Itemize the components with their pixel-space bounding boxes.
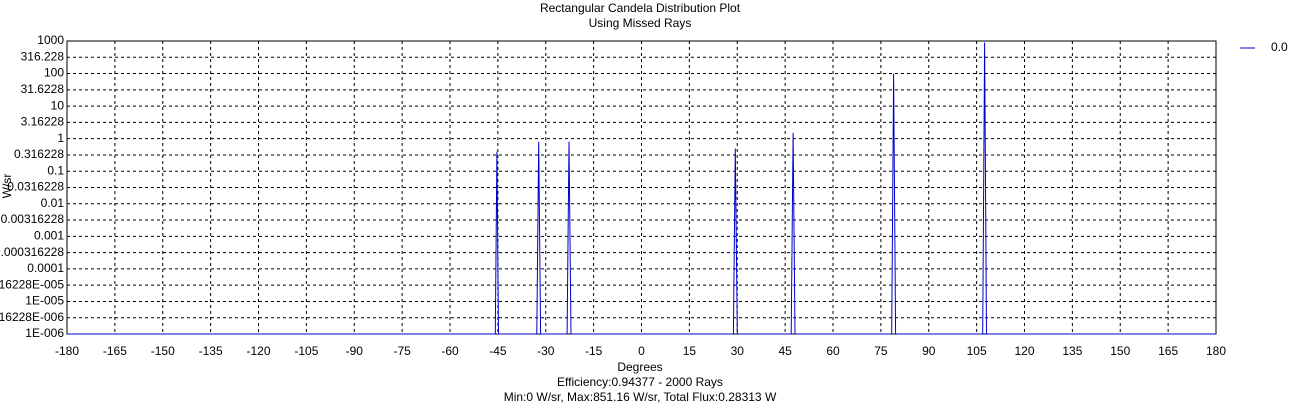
y-tick-label: 1000 — [37, 33, 64, 47]
y-tick-label: 1 — [57, 131, 64, 145]
y-tick-label: 0.316228 — [14, 147, 64, 161]
y-tick-label: 0.001 — [34, 229, 64, 243]
y-tick-label: 316.228 — [21, 49, 65, 63]
y-tick-label: 100 — [44, 66, 64, 80]
x-tick-label: 30 — [731, 344, 745, 358]
y-tick-label: 1E-006 — [25, 326, 64, 340]
x-tick-label: 60 — [826, 344, 840, 358]
x-tick-label: -180 — [55, 344, 79, 358]
y-tick-label: 3.16228E-006 — [0, 310, 64, 324]
y-tick-label: 0.000316228 — [0, 245, 64, 259]
chart-title: Rectangular Candela Distribution Plot — [540, 1, 741, 15]
y-axis-label: W/sr — [0, 174, 14, 199]
y-tick-label: 1E-005 — [25, 294, 64, 308]
y-tick-label: 0.0316228 — [7, 180, 64, 194]
legend-label: 0.0 — [1271, 40, 1288, 54]
x-axis-label: Degrees — [617, 360, 662, 374]
y-tick-label: 0.0001 — [27, 261, 64, 275]
y-tick-label: 31.6228 — [21, 82, 65, 96]
chart-subtitle: Using Missed Rays — [589, 16, 692, 30]
x-tick-label: -165 — [103, 344, 127, 358]
footer-line: Efficiency:0.94377 - 2000 Rays — [557, 375, 723, 389]
x-tick-label: 75 — [874, 344, 888, 358]
x-tick-label: 90 — [922, 344, 936, 358]
x-tick-label: -45 — [489, 344, 507, 358]
x-tick-label: -60 — [441, 344, 459, 358]
x-tick-label: -120 — [246, 344, 270, 358]
x-tick-label: 120 — [1014, 344, 1034, 358]
y-tick-label: 10 — [51, 98, 65, 112]
y-tick-label: 3.16228 — [21, 115, 65, 129]
x-tick-label: 135 — [1062, 344, 1082, 358]
y-tick-label: 3.16228E-005 — [0, 277, 64, 291]
x-tick-label: -150 — [151, 344, 175, 358]
x-tick-label: -135 — [199, 344, 223, 358]
x-tick-label: -105 — [294, 344, 318, 358]
x-tick-label: 150 — [1110, 344, 1130, 358]
y-tick-label: 0.01 — [41, 196, 65, 210]
x-tick-label: 0 — [638, 344, 645, 358]
x-tick-label: -30 — [537, 344, 555, 358]
x-tick-label: -90 — [346, 344, 364, 358]
footer-line: Min:0 W/sr, Max:851.16 W/sr, Total Flux:… — [504, 390, 777, 404]
data-line — [67, 42, 1216, 335]
x-tick-label: 15 — [683, 344, 697, 358]
x-tick-label: -15 — [585, 344, 603, 358]
x-tick-label: 45 — [778, 344, 792, 358]
x-tick-label: 180 — [1206, 344, 1226, 358]
y-tick-label: 0.1 — [47, 163, 64, 177]
x-tick-label: 165 — [1158, 344, 1178, 358]
x-tick-label: 105 — [967, 344, 987, 358]
y-tick-label: 0.00316228 — [1, 212, 65, 226]
x-tick-label: -75 — [393, 344, 411, 358]
